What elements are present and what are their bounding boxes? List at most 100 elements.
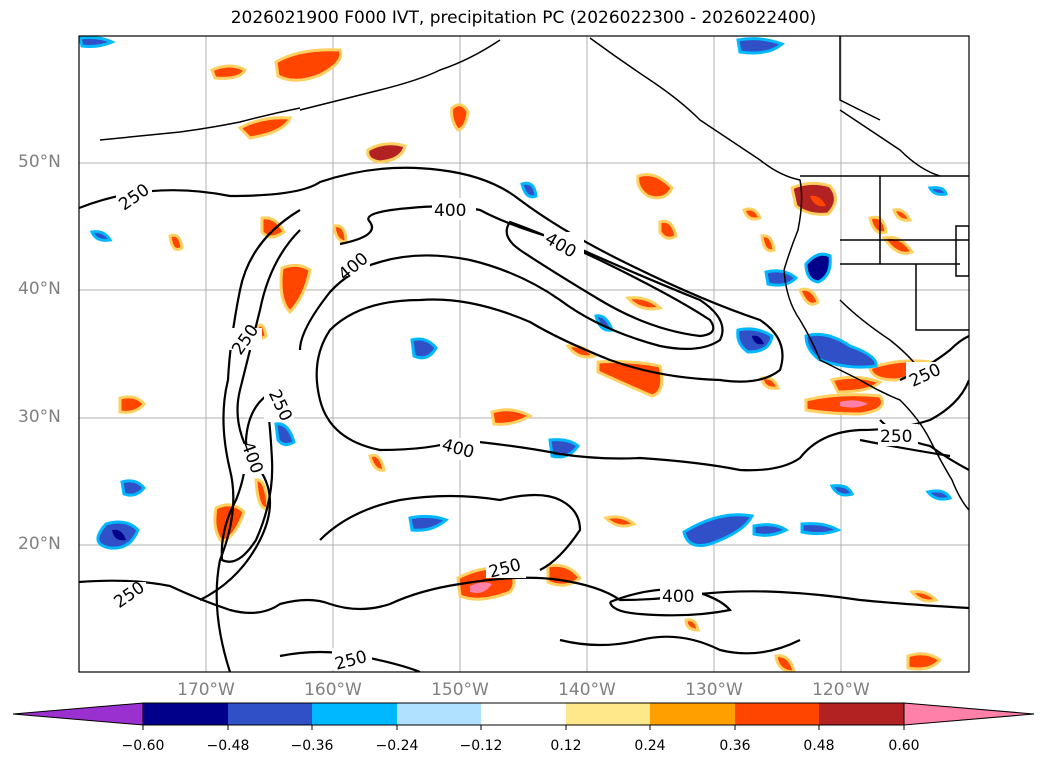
contour-label: 250 (115, 180, 153, 215)
colorbar (12, 702, 1035, 730)
colorbar-tick: 0.12 (550, 738, 582, 754)
coastlines (99, 36, 969, 511)
lat-label-20n: 20°N (18, 534, 61, 554)
lon-label-170w: 170°W (177, 680, 235, 700)
colorbar-tick: 0.48 (803, 738, 835, 754)
precip-blob (736, 37, 785, 55)
precip-core (752, 335, 764, 345)
precip-blob (909, 590, 939, 603)
ivt-contour-250-inner-west (199, 229, 301, 601)
lon-label-160w: 160°W (304, 680, 362, 700)
lat-label-30n: 30°N (18, 407, 61, 427)
contour-label: 400 (662, 587, 694, 607)
precip-blob (89, 230, 113, 242)
colorbar-tick: −0.48 (206, 738, 250, 754)
ivt-contour-400-inner (505, 220, 715, 338)
precip-blob (760, 376, 780, 390)
precip-blob (490, 408, 534, 426)
precip-blob (906, 652, 943, 671)
colorbar-tick: −0.60 (121, 738, 165, 754)
colorbar-seg (143, 703, 228, 725)
lon-label-140w: 140°W (558, 680, 616, 700)
precip-blob (829, 484, 855, 497)
precip-core (840, 400, 868, 408)
lat-label-50n: 50°N (18, 152, 61, 172)
precip-blob (829, 375, 883, 394)
precip-blob (410, 337, 438, 360)
lon-label-130w: 130°W (685, 680, 743, 700)
precip-blob (274, 422, 296, 447)
colorbar-seg (481, 703, 566, 725)
colorbar-tick: −0.12 (459, 738, 503, 754)
precip-blob (881, 235, 915, 255)
precip-blob (798, 287, 820, 306)
precip-blob (760, 234, 776, 253)
aleutian-chain (99, 107, 301, 141)
precip-blob (368, 453, 386, 472)
colorbar-seg (312, 703, 397, 725)
ivt-contour-250-south (319, 493, 582, 571)
precip-core (810, 195, 826, 207)
precip-blob (868, 215, 888, 235)
precip-blob (742, 207, 763, 221)
lon-label-150w: 150°W (431, 680, 489, 700)
precip-blob (118, 395, 146, 414)
ivt-contours (79, 166, 969, 672)
map-title: 2026021900 F000 IVT, precipitation PC (2… (230, 8, 817, 28)
precip-core (112, 529, 126, 541)
precip-blob (764, 269, 799, 287)
lat-label-40n: 40°N (18, 279, 61, 299)
colorbar-extend-low (12, 702, 144, 726)
ivt-contour-400-loop (298, 205, 724, 351)
colorbar-extend-high (903, 702, 1035, 726)
colorbar-seg (228, 703, 312, 725)
alaska-coast (299, 39, 501, 111)
colorbar-tick: −0.36 (290, 738, 334, 754)
colorbar-tick: 0.60 (888, 738, 920, 754)
colorbar-seg (650, 703, 735, 725)
state-border-4 (915, 264, 969, 331)
precip-blob (682, 513, 755, 547)
contour-label: 400 (434, 201, 466, 221)
state-border-6 (955, 225, 969, 277)
precip-blob (927, 186, 948, 196)
precip-blob (752, 523, 789, 537)
precip-blob (260, 216, 286, 239)
state-border-7 (839, 109, 941, 177)
ivt-contour-250-outer (79, 166, 969, 472)
precip-blob (274, 48, 343, 82)
bc-coast (589, 37, 969, 511)
colorbar-seg (735, 703, 819, 725)
colorbar-tick: 0.24 (634, 738, 666, 754)
colorbar-seg (566, 703, 650, 725)
precip-blob (120, 479, 146, 497)
precip-blob (450, 103, 470, 132)
precip-positive-areas (118, 48, 943, 672)
precip-blob (237, 116, 293, 140)
precip-blob (774, 654, 796, 672)
precip-negative-areas (79, 36, 953, 550)
contour-label: 250 (880, 427, 912, 447)
precip-blob (79, 36, 116, 48)
precip-blob (804, 332, 878, 369)
precip-blob (168, 233, 184, 251)
precip-blob (213, 503, 246, 544)
colorbar-tick: 0.36 (719, 738, 751, 754)
colorbar-seg (819, 703, 904, 725)
precip-blob (925, 489, 953, 501)
precip-blob (520, 181, 538, 199)
precip-blob (658, 219, 678, 240)
ivt-contour-250-west (215, 209, 301, 672)
precip-blob (408, 514, 449, 532)
precip-blob (366, 142, 407, 164)
precip-blob (684, 618, 700, 632)
ivt-contour-400-west (220, 395, 274, 563)
precip-blob (800, 522, 842, 536)
colorbar-seg (397, 703, 481, 725)
ivt-contour-east-b (859, 438, 951, 458)
precip-blob (636, 173, 674, 200)
plot-frame (78, 35, 970, 673)
ivt-contour-subtropical (79, 576, 969, 615)
state-border-5 (839, 299, 921, 371)
